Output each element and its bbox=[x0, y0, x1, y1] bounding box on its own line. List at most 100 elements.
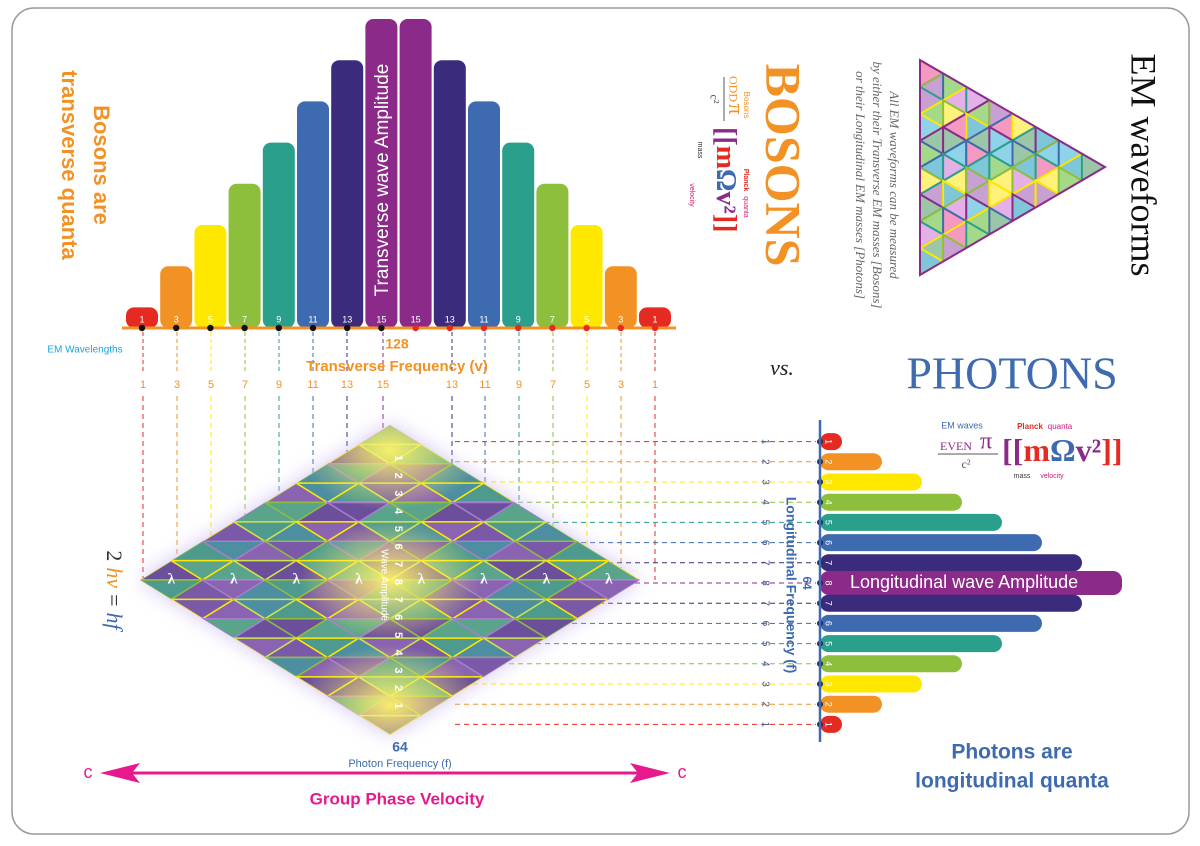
bar bbox=[820, 534, 1042, 552]
wavelengths-label: EM Wavelengths bbox=[47, 345, 122, 356]
diamond-highlight bbox=[300, 645, 480, 735]
bar-label: 9 bbox=[516, 314, 521, 324]
bar-label: 4 bbox=[824, 500, 834, 505]
baseline-dot bbox=[549, 324, 556, 332]
bar bbox=[820, 493, 962, 511]
bar bbox=[502, 142, 535, 328]
formula-part: Ω bbox=[710, 169, 741, 191]
wavelength-label: 5 bbox=[584, 379, 590, 391]
formula-part: m bbox=[1023, 432, 1050, 468]
formula-group: Bosons bbox=[742, 92, 751, 119]
diamond bbox=[140, 425, 640, 735]
formula-planck: Planck bbox=[742, 169, 749, 192]
description-line: by either their Transverse EM masses [Bo… bbox=[870, 62, 885, 309]
formula-mass: mass bbox=[1014, 473, 1031, 480]
bar-label: 7 bbox=[242, 314, 247, 324]
bar-label: 11 bbox=[479, 314, 488, 324]
bar bbox=[604, 266, 637, 328]
bar-label: 13 bbox=[342, 314, 352, 324]
bar bbox=[820, 571, 1122, 595]
amplitude-level: 4 bbox=[392, 650, 404, 657]
vs: vs. bbox=[770, 355, 794, 380]
formula: [[mΩv²]] bbox=[1002, 432, 1123, 468]
relation-part: 2 bbox=[102, 550, 127, 561]
wavelength-symbol: λ bbox=[543, 571, 551, 587]
bar-label: 3 bbox=[174, 314, 179, 324]
bar bbox=[570, 225, 603, 328]
bar bbox=[160, 266, 193, 328]
amplitude-level: 8 bbox=[392, 579, 404, 585]
amplitude-level: 7 bbox=[392, 561, 404, 567]
wavelength-label: 3 bbox=[618, 379, 624, 391]
row-label: 3 bbox=[759, 681, 770, 687]
bar bbox=[468, 101, 500, 329]
formula-denominator: c² bbox=[707, 95, 721, 104]
amplitude-label: Transverse wave Amplitude bbox=[372, 64, 393, 297]
relation-part: hv bbox=[102, 567, 127, 588]
wavelength-label: 7 bbox=[242, 379, 248, 391]
baseline-dot bbox=[241, 324, 248, 332]
baseline-dot bbox=[378, 324, 385, 332]
relation-part: = bbox=[102, 594, 127, 606]
bar-label: 3 bbox=[824, 681, 834, 686]
frequency-label: Longitudinal Frequency (f) bbox=[783, 497, 799, 674]
baseline-dot bbox=[480, 324, 488, 332]
formula-part: [[ bbox=[1002, 432, 1023, 468]
wavelength-symbol: λ bbox=[480, 571, 488, 587]
row-label: 2 bbox=[759, 701, 770, 707]
wavelength-label: 5 bbox=[208, 379, 214, 391]
wave-amplitude-label: Wave Amplitude bbox=[378, 549, 389, 621]
amplitude-level: 3 bbox=[392, 490, 404, 496]
arrow-head bbox=[100, 763, 140, 783]
formula-denominator: c² bbox=[962, 457, 971, 471]
wavelength-symbol: λ bbox=[293, 571, 301, 587]
amplitude-level: 5 bbox=[392, 526, 404, 532]
velocity-label: Group Phase Velocity bbox=[310, 789, 485, 808]
diamond-cell bbox=[449, 656, 518, 678]
velocity-left: c bbox=[84, 762, 93, 782]
velocity-right: c bbox=[678, 762, 687, 782]
triangle-cell bbox=[1080, 151, 1105, 183]
bar bbox=[262, 142, 295, 328]
baseline-dot bbox=[138, 324, 146, 332]
wavelength-label: 3 bbox=[174, 379, 180, 391]
baseline-dot bbox=[309, 324, 317, 332]
bar bbox=[820, 695, 882, 713]
relation: 2 hv = hf bbox=[102, 550, 127, 632]
wavelength-symbol: λ bbox=[230, 571, 238, 587]
formula-velocity: velocity bbox=[1040, 473, 1064, 480]
formula: [[mΩv²]] bbox=[710, 127, 741, 232]
wavelength-label: 11 bbox=[307, 379, 318, 391]
bar bbox=[820, 594, 1082, 612]
caption-line: Photons are bbox=[951, 741, 1072, 764]
baseline-dot bbox=[207, 324, 214, 332]
bar-label: 5 bbox=[208, 314, 213, 324]
wavelength-label: 13 bbox=[341, 379, 353, 391]
formula-numerator: ODD bbox=[726, 76, 740, 102]
diamond-highlight bbox=[300, 520, 480, 640]
formula-velocity: velocity bbox=[688, 183, 695, 207]
bar bbox=[820, 655, 962, 673]
total: 128 bbox=[385, 336, 409, 352]
amplitude-level: 1 bbox=[392, 455, 404, 461]
bar bbox=[365, 19, 398, 328]
baseline-dot bbox=[173, 324, 180, 332]
wavelength-label: 13 bbox=[446, 379, 458, 391]
bosons-title: BOSONS bbox=[756, 64, 812, 267]
baseline-dot bbox=[515, 324, 522, 332]
frequency-label: Photon Frequency (f) bbox=[348, 758, 451, 770]
bar bbox=[820, 554, 1082, 572]
row-label: 2 bbox=[759, 459, 770, 465]
bar bbox=[820, 675, 922, 693]
bar-label: 1 bbox=[139, 314, 144, 324]
bar bbox=[820, 715, 842, 733]
wavelength-label: 15 bbox=[377, 379, 389, 391]
formula-quanta: quanta bbox=[1048, 422, 1073, 431]
bar bbox=[820, 433, 842, 451]
bar-label: 3 bbox=[824, 479, 834, 484]
bar-label: 2 bbox=[824, 459, 834, 464]
waveform-triangle bbox=[920, 60, 1105, 275]
